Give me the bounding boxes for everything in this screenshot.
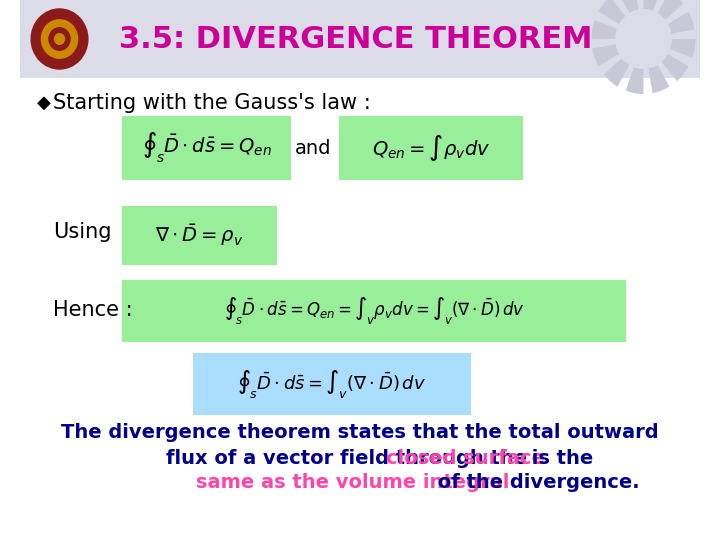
Circle shape: [54, 33, 66, 45]
Text: same as the volume integral: same as the volume integral: [196, 474, 509, 492]
Wedge shape: [644, 39, 696, 58]
Text: of the divergence.: of the divergence.: [431, 474, 639, 492]
Wedge shape: [603, 39, 644, 86]
Wedge shape: [644, 11, 695, 39]
Text: $Q_{en} = \int \rho_v dv$: $Q_{en} = \int \rho_v dv$: [372, 133, 490, 163]
Text: Using: Using: [53, 222, 112, 242]
Wedge shape: [592, 20, 644, 39]
Wedge shape: [644, 39, 688, 81]
Wedge shape: [618, 0, 644, 39]
Text: flux of a vector field through the: flux of a vector field through the: [166, 449, 534, 468]
Text: ◆: ◆: [37, 94, 50, 112]
Text: $\oint_s \bar{D} \cdot d\bar{s} = \int_v (\nabla \cdot \bar{D})\, dv$: $\oint_s \bar{D} \cdot d\bar{s} = \int_v…: [237, 368, 426, 400]
FancyBboxPatch shape: [122, 116, 291, 180]
Text: $\nabla \cdot \bar{D} = \rho_v$: $\nabla \cdot \bar{D} = \rho_v$: [155, 222, 243, 248]
FancyBboxPatch shape: [20, 0, 700, 78]
Text: and: and: [294, 138, 331, 158]
Wedge shape: [598, 0, 644, 39]
FancyBboxPatch shape: [193, 353, 471, 415]
Wedge shape: [593, 39, 644, 66]
Text: $\oint_s \bar{D} \cdot d\bar{s} = Q_{en} = \int_v \rho_v dv = \int_v (\nabla \cd: $\oint_s \bar{D} \cdot d\bar{s} = Q_{en}…: [224, 295, 525, 327]
Circle shape: [615, 9, 672, 69]
Text: $\oint_s \bar{D} \cdot d\bar{s} = Q_{en}$: $\oint_s \bar{D} \cdot d\bar{s} = Q_{en}…: [142, 131, 271, 165]
Text: is the: is the: [526, 449, 593, 468]
FancyBboxPatch shape: [122, 206, 277, 265]
Text: 3.5: DIVERGENCE THEOREM: 3.5: DIVERGENCE THEOREM: [119, 24, 593, 53]
Text: closed surface: closed surface: [387, 449, 545, 468]
Wedge shape: [644, 39, 670, 93]
FancyBboxPatch shape: [122, 280, 626, 342]
Text: Hence :: Hence :: [53, 300, 132, 320]
Circle shape: [40, 18, 79, 60]
Text: The divergence theorem states that the total outward: The divergence theorem states that the t…: [61, 422, 659, 442]
Wedge shape: [644, 0, 683, 39]
Text: Starting with the Gauss's law :: Starting with the Gauss's law :: [53, 93, 371, 113]
Wedge shape: [644, 0, 661, 39]
FancyBboxPatch shape: [339, 116, 523, 180]
Wedge shape: [626, 39, 644, 94]
Circle shape: [31, 9, 88, 69]
Circle shape: [48, 26, 72, 52]
